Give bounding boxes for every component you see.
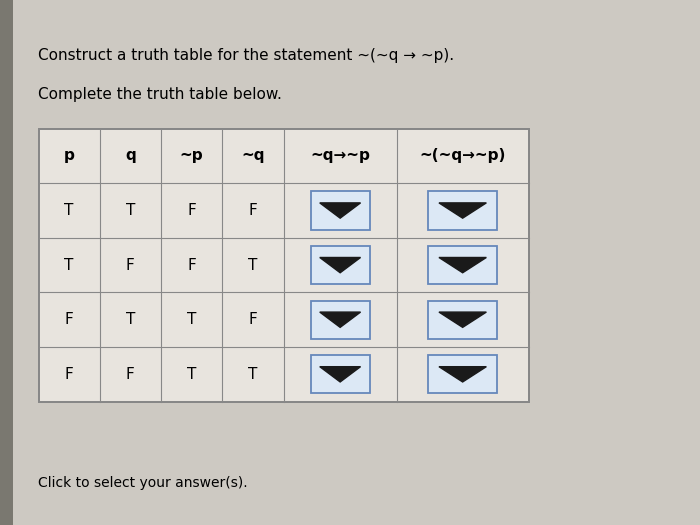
Bar (428, 246, 497, 284)
Text: T: T (248, 258, 258, 272)
Text: F: F (248, 203, 258, 218)
Text: F: F (188, 258, 196, 272)
Text: F: F (126, 258, 134, 272)
Text: T: T (64, 203, 74, 218)
Bar (311, 355, 370, 393)
Bar (428, 192, 497, 229)
Bar (0, 0, 13, 525)
Bar (38, 129, 528, 402)
Text: F: F (248, 312, 258, 327)
Text: Construct a truth table for the statement ~(~q → ~p).: Construct a truth table for the statemen… (38, 48, 454, 62)
Text: ~q→~p: ~q→~p (310, 149, 370, 163)
Text: ~q: ~q (241, 149, 265, 163)
Polygon shape (439, 312, 486, 328)
Text: T: T (126, 312, 135, 327)
Polygon shape (320, 366, 360, 382)
Polygon shape (320, 257, 360, 273)
Bar (311, 246, 370, 284)
Bar (428, 301, 497, 339)
Polygon shape (320, 312, 360, 328)
Polygon shape (439, 203, 486, 218)
Text: T: T (187, 367, 196, 382)
Text: Click to select your answer(s).: Click to select your answer(s). (38, 476, 248, 490)
Polygon shape (320, 203, 360, 218)
Text: Complete the truth table below.: Complete the truth table below. (38, 87, 282, 102)
Text: T: T (126, 203, 135, 218)
Bar (428, 355, 497, 393)
Text: ~(~q→~p): ~(~q→~p) (419, 149, 506, 163)
Polygon shape (439, 257, 486, 273)
Text: F: F (126, 367, 134, 382)
Text: F: F (188, 203, 196, 218)
Text: F: F (64, 312, 74, 327)
Text: p: p (64, 149, 75, 163)
Text: F: F (64, 367, 74, 382)
Text: T: T (248, 367, 258, 382)
Text: ~p: ~p (180, 149, 204, 163)
Text: T: T (187, 312, 196, 327)
Polygon shape (439, 366, 486, 382)
Bar (311, 192, 370, 229)
Text: q: q (125, 149, 136, 163)
Text: T: T (64, 258, 74, 272)
Bar (311, 301, 370, 339)
